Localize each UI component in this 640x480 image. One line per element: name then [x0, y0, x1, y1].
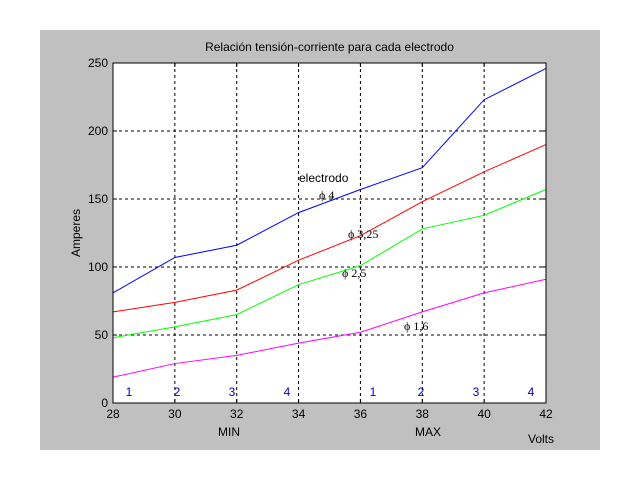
- range-number-1b: 1: [370, 385, 377, 399]
- figure-window: 28 30 32 34 36 38 40 42 0 50 100 150 200 250 Relación…: [40, 30, 600, 450]
- plot-frame: [112, 62, 547, 404]
- range-number-3b: 3: [473, 385, 480, 399]
- series-label-phi-2-5: ϕ 2,5: [342, 266, 366, 280]
- y-tick-label: 250: [88, 56, 108, 70]
- range-number-4a: 4: [284, 385, 291, 399]
- y-tick-label: 0: [101, 396, 108, 410]
- x-tick-label: 38: [416, 407, 430, 421]
- range-number-2b: 2: [418, 385, 425, 399]
- x-tick-label: 34: [292, 407, 306, 421]
- annotation-electrodo: electrodo: [299, 171, 349, 185]
- series-line-1: [112, 144, 547, 313]
- range-number-2a: 2: [174, 385, 181, 399]
- x-tick-label: 42: [539, 407, 553, 421]
- y-tick-label: 50: [95, 328, 109, 342]
- series-label-phi-3-25: ϕ 3,25: [348, 227, 378, 241]
- series-line-3: [112, 278, 547, 378]
- plot-area: [113, 63, 546, 403]
- y-axis-label: Amperes: [69, 209, 83, 257]
- x-tick-label: 30: [168, 407, 182, 421]
- series-lines: [112, 67, 547, 378]
- range-number-1a: 1: [126, 385, 133, 399]
- y-tick-label: 100: [88, 260, 108, 274]
- series-line-2: [112, 189, 547, 339]
- annotation-max: MAX: [415, 425, 441, 439]
- series-label-phi-1-6: ϕ 1,6: [404, 319, 428, 333]
- x-tick-label: 36: [354, 407, 368, 421]
- series-line-0: [112, 67, 547, 294]
- y-tick-label: 200: [88, 124, 108, 138]
- annotation-min: MIN: [218, 425, 240, 439]
- x-axis-label: Volts: [528, 432, 554, 446]
- x-tick-label: 28: [106, 407, 120, 421]
- grid-lines: [113, 63, 546, 403]
- y-tick-label: 150: [88, 192, 108, 206]
- range-number-4b: 4: [528, 385, 535, 399]
- series-label-phi-4: ϕ 4: [319, 188, 334, 202]
- range-number-3a: 3: [229, 385, 236, 399]
- chart-title: Relación tensión-corriente para cada ele…: [205, 40, 454, 54]
- x-tick-label: 40: [477, 407, 491, 421]
- x-tick-label: 32: [230, 407, 244, 421]
